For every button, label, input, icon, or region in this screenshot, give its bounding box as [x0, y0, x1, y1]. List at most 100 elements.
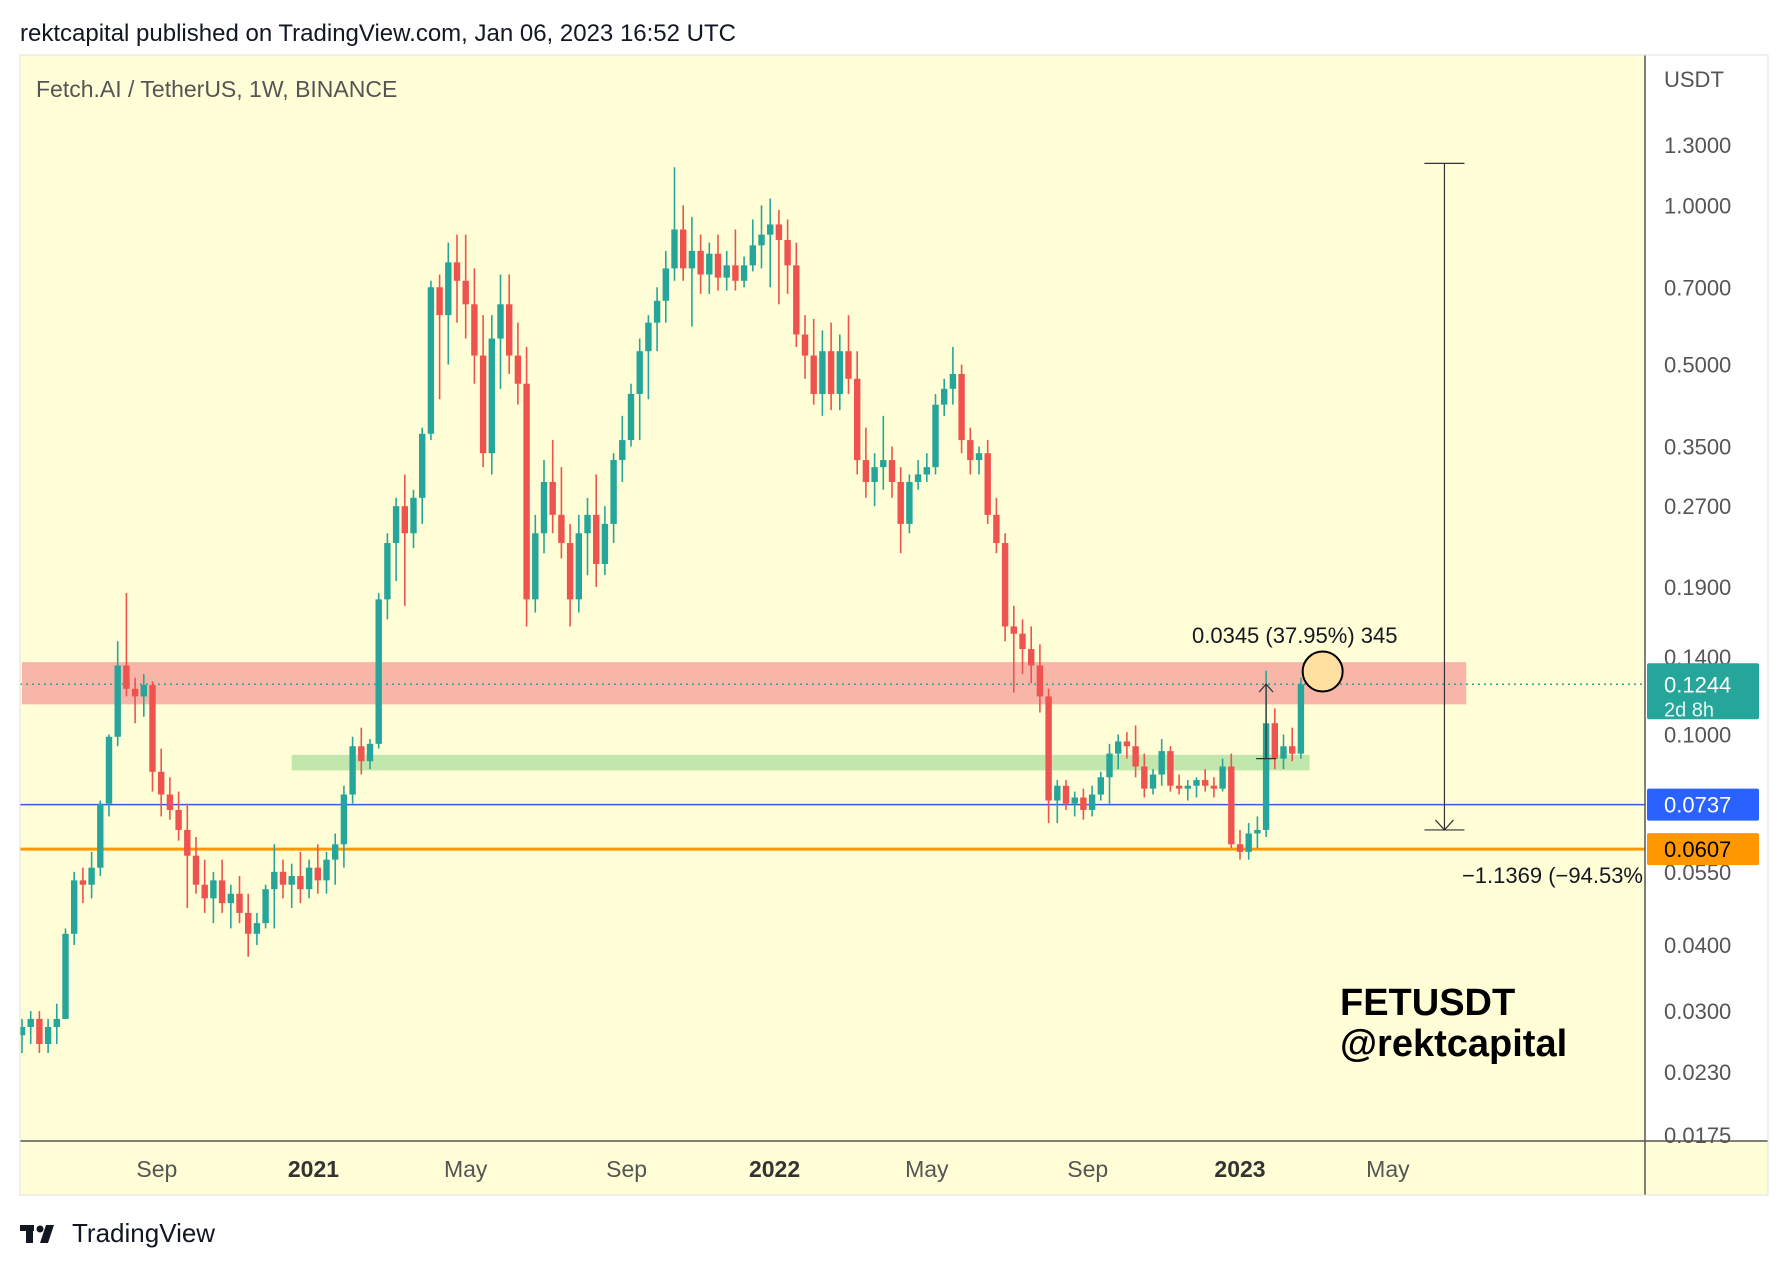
candle: [358, 727, 365, 775]
candle-body: [79, 880, 87, 885]
candle-body: [549, 481, 556, 515]
candle: [131, 677, 139, 724]
resistance-zone: [22, 662, 1467, 705]
candle-body: [758, 234, 765, 246]
candle: [349, 736, 356, 804]
candle: [392, 497, 400, 581]
candle-body: [1289, 746, 1296, 754]
candle-body: [584, 514, 591, 534]
candle: [471, 268, 478, 384]
measure-up-arrow: [1258, 683, 1274, 693]
watermark-symbol: FETUSDT: [1340, 982, 1515, 1024]
candle: [497, 274, 504, 389]
blue-level-value: 0.0737: [1664, 793, 1731, 818]
candle-body: [740, 265, 748, 281]
candle-body: [1019, 633, 1026, 650]
candle-body: [627, 393, 635, 441]
candle: [1280, 734, 1287, 770]
candle-body: [166, 794, 174, 810]
candle: [619, 415, 626, 482]
time-tick-label: May: [1366, 1156, 1410, 1182]
candle: [827, 322, 835, 411]
candle-body: [1141, 766, 1148, 789]
publication-header: rektcapital published on TradingView.com…: [20, 20, 736, 47]
candle-body: [1202, 780, 1209, 786]
candle-body: [932, 404, 939, 468]
candle-body: [610, 460, 617, 524]
candle-body: [767, 224, 774, 235]
candle-body: [1097, 777, 1104, 795]
candle-body: [566, 543, 574, 600]
target-circle: [1301, 650, 1344, 693]
candle: [993, 497, 1000, 554]
price-chart[interactable]: 0.0345 (37.95%) 345 −1.1369 (−94.53% Fetc…: [0, 0, 1786, 1210]
candle: [506, 274, 513, 374]
candle-body: [949, 373, 957, 389]
candle: [436, 274, 443, 400]
candle-body: [218, 880, 226, 904]
candle: [984, 440, 991, 524]
candle: [601, 506, 609, 576]
time-tick-label: May: [444, 1156, 488, 1182]
candle: [253, 912, 261, 946]
candle: [236, 876, 243, 924]
price-tick-label: 0.0300: [1664, 999, 1731, 1024]
candle: [732, 229, 739, 291]
candle-body: [445, 262, 452, 316]
candle: [123, 593, 130, 697]
candle: [427, 280, 435, 441]
candle: [1123, 732, 1131, 759]
candle-body: [914, 474, 922, 482]
candle: [262, 884, 269, 929]
candle: [723, 250, 730, 291]
candle-body: [1062, 785, 1070, 804]
candle: [749, 219, 756, 272]
candle: [201, 859, 208, 913]
candle-body: [175, 809, 182, 830]
price-tick-label: 0.5000: [1664, 353, 1731, 378]
candle-body: [288, 876, 295, 885]
candle: [1141, 753, 1148, 798]
candle: [880, 415, 887, 490]
candle-body: [1297, 684, 1305, 754]
candle-body: [71, 880, 78, 934]
candle-body: [1123, 741, 1131, 747]
candle: [340, 785, 348, 868]
candle: [1149, 769, 1157, 795]
candle-body: [131, 688, 139, 697]
candle-body: [36, 1018, 43, 1045]
support-zone: [291, 754, 1310, 771]
candle: [593, 474, 600, 587]
candle-body: [332, 844, 339, 860]
candle-body: [845, 351, 852, 379]
time-tick-label: 2021: [288, 1156, 339, 1182]
candle-body: [688, 250, 696, 269]
candle-body: [523, 383, 530, 600]
candle-body: [1254, 829, 1261, 834]
measure-up-label: 0.0345 (37.95%) 345: [1192, 623, 1398, 648]
candle-body: [1280, 746, 1287, 759]
time-tick-label: Sep: [1067, 1156, 1108, 1182]
candle: [1175, 774, 1183, 795]
candle-body: [123, 665, 130, 689]
candle-body: [897, 481, 904, 524]
candle: [192, 837, 200, 894]
candle: [740, 256, 748, 288]
candle: [566, 523, 574, 627]
candle: [479, 315, 487, 468]
candle: [610, 453, 617, 544]
price-axis-unit: USDT: [1664, 67, 1724, 92]
candle-body: [975, 453, 983, 461]
candle: [462, 234, 469, 339]
candle: [314, 844, 321, 894]
price-tick-label: 0.1000: [1664, 722, 1731, 747]
candle-body: [514, 355, 522, 384]
candle: [53, 1003, 60, 1045]
candle: [375, 593, 382, 749]
candle-body: [862, 460, 870, 482]
watermark-author: @rektcapital: [1340, 1023, 1567, 1065]
candle: [1254, 816, 1261, 849]
candle: [36, 1011, 43, 1054]
current-price-tag: [1647, 663, 1759, 720]
candle: [218, 859, 226, 913]
